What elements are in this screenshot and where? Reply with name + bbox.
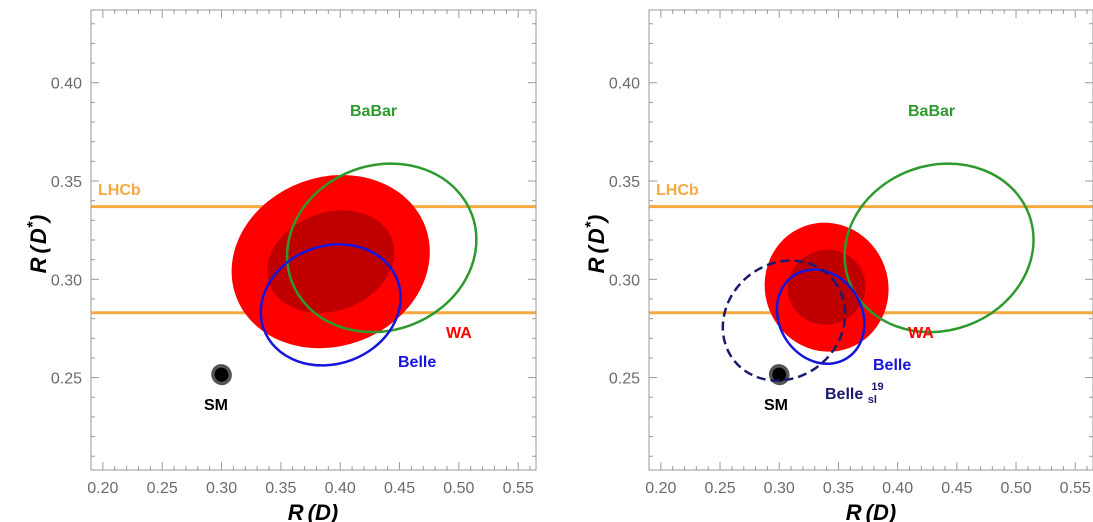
x-tick-label: 0.35 [823,480,854,497]
x-tick-label: 0.30 [206,480,237,497]
belle-sl-subscript: sl [868,394,877,406]
ellipse-wa-inner [267,210,395,313]
ellipse-belle [259,243,402,367]
belle-sl-label: Belle sl 19 [825,381,884,407]
x-tick-label: 0.40 [882,480,913,497]
y-tick-label: 0.40 [51,76,82,93]
lhcb-label: LHCb [656,182,699,199]
x-tick-label: 0.40 [325,480,356,497]
ticks-layer: 0.20 0.25 0.30 0.35 0.40 0.45 0.50 0.55 0.25 0.30… [609,10,1093,497]
x-tick-label: 0.25 [147,480,178,497]
babar-label: BaBar [908,103,955,120]
x-tick-label: 0.20 [87,480,118,497]
y-tick-label: 0.30 [609,272,640,289]
x-axis-label: R (D) [288,500,338,522]
panel-left: 0.20 0.25 0.30 0.35 0.40 0.45 0.50 0.55 0.25 0.30… [25,9,537,522]
x-tick-label: 0.55 [1060,480,1091,497]
x-tick-label: 0.25 [704,480,735,497]
ellipses-layer [211,162,478,386]
belle-label: Belle [873,357,911,374]
y-axis-label: R(D*) [25,215,51,274]
y-tick-label: 0.25 [609,371,640,388]
sm-label: SM [764,397,788,414]
x-tick-label: 0.50 [1000,480,1031,497]
x-tick-label: 0.55 [503,480,534,497]
x-axis-label: R (D) [846,500,896,522]
belle-sl-label-text: Belle [825,386,863,403]
x-tick-label: 0.50 [443,480,474,497]
y-tick-label: 0.30 [51,272,82,289]
sm-label: SM [204,397,228,414]
babar-label: BaBar [350,103,397,120]
x-tick-label: 0.45 [941,480,972,497]
ellipse-sm-inner [772,367,787,382]
x-tick-label: 0.30 [764,480,795,497]
panel-right: 0.20 0.25 0.30 0.35 0.40 0.45 0.50 0.55 0.25 0.30… [583,9,1093,522]
wa-label: WA [446,325,472,342]
wa-label: WA [908,325,934,342]
y-tick-label: 0.40 [609,76,640,93]
ellipse-babar [285,162,478,334]
y-tick-label: 0.35 [51,174,82,191]
ticks-layer: 0.20 0.25 0.30 0.35 0.40 0.45 0.50 0.55 0.25 0.30… [51,10,536,497]
y-axis-label: R(D*) [583,215,609,274]
ellipse-belle-sl-19 [721,259,847,382]
ellipse-sm-inner [214,367,229,382]
x-tick-label: 0.20 [645,480,676,497]
belle-label: Belle [398,354,436,371]
ellipse-babar [843,162,1035,334]
x-tick-label: 0.45 [384,480,415,497]
y-tick-label: 0.25 [51,371,82,388]
ellipses-layer [721,162,1035,386]
x-tick-label: 0.35 [265,480,296,497]
y-tick-label: 0.35 [609,174,640,191]
belle-sl-superscript: 19 [871,381,883,393]
ellipse-belle [775,268,866,366]
lhcb-label: LHCb [98,182,141,199]
